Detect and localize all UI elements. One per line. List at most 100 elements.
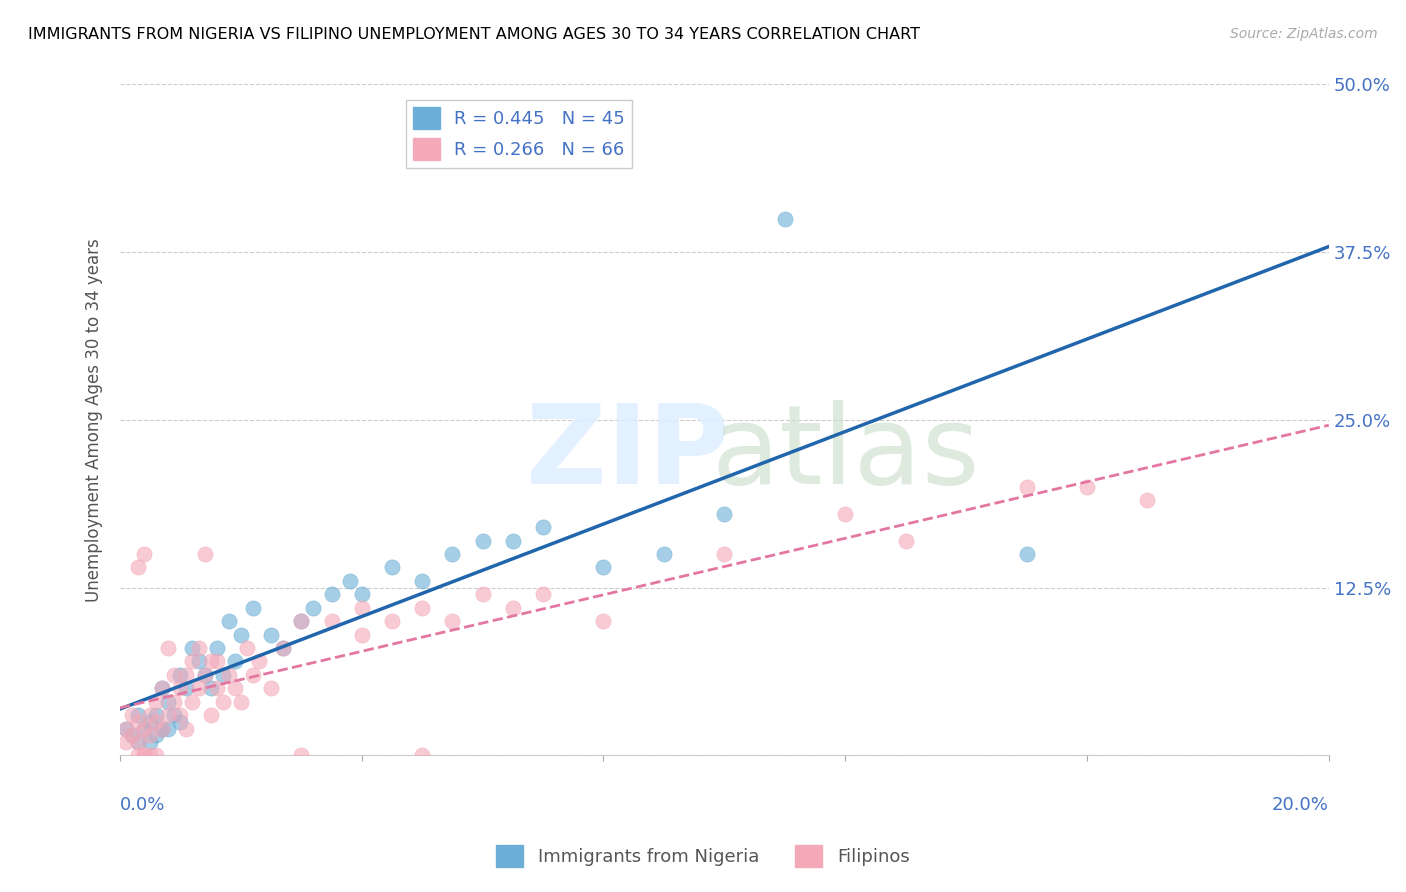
Point [115, 722, 138, 736]
Point [1136, 493, 1159, 508]
Point [441, 547, 464, 561]
Point [290, 614, 312, 628]
Text: IMMIGRANTS FROM NIGERIA VS FILIPINO UNEMPLOYMENT AMONG AGES 30 TO 34 YEARS CORRE: IMMIGRANTS FROM NIGERIA VS FILIPINO UNEM… [28, 27, 920, 42]
Point [127, 714, 149, 729]
Point [350, 587, 373, 601]
Point [502, 600, 524, 615]
Point [115, 722, 138, 736]
Point [218, 614, 240, 628]
Point [176, 668, 198, 682]
Point [194, 668, 217, 682]
Point [157, 708, 180, 723]
Point [169, 681, 191, 696]
Point [229, 695, 252, 709]
Point [205, 681, 228, 696]
Point [200, 708, 222, 723]
Point [163, 695, 186, 709]
Point [169, 714, 191, 729]
Point [139, 735, 162, 749]
Point [200, 655, 222, 669]
Point [145, 748, 167, 763]
Point [471, 533, 494, 548]
Point [242, 600, 264, 615]
Point [163, 708, 186, 723]
Point [157, 695, 180, 709]
Point [834, 507, 856, 521]
Point [127, 735, 149, 749]
Point [652, 547, 675, 561]
Point [139, 728, 162, 742]
Point [176, 722, 198, 736]
Point [169, 668, 191, 682]
Point [271, 640, 294, 655]
Point [150, 722, 173, 736]
Legend: Immigrants from Nigeria, Filipinos: Immigrants from Nigeria, Filipinos [489, 838, 917, 874]
Point [350, 600, 373, 615]
Point [127, 735, 149, 749]
Point [236, 640, 259, 655]
Point [181, 695, 204, 709]
Point [271, 640, 294, 655]
Point [194, 547, 217, 561]
Point [339, 574, 361, 588]
Point [205, 640, 228, 655]
Text: ZIP: ZIP [526, 400, 730, 507]
Point [139, 708, 162, 723]
Point [381, 614, 404, 628]
Point [894, 533, 917, 548]
Point [592, 560, 614, 574]
Point [441, 614, 464, 628]
Point [350, 627, 373, 641]
Point [134, 748, 156, 763]
Point [242, 668, 264, 682]
Point [713, 547, 735, 561]
Point [187, 681, 209, 696]
Point [229, 627, 252, 641]
Point [134, 722, 156, 736]
Text: Source: ZipAtlas.com: Source: ZipAtlas.com [1230, 27, 1378, 41]
Text: 20.0%: 20.0% [1272, 796, 1329, 814]
Point [187, 640, 209, 655]
Point [145, 708, 167, 723]
Point [145, 728, 167, 742]
Point [321, 614, 343, 628]
Point [302, 600, 325, 615]
Point [127, 708, 149, 723]
Point [381, 560, 404, 574]
Point [181, 640, 204, 655]
Point [163, 668, 186, 682]
Point [205, 655, 228, 669]
Point [247, 655, 270, 669]
Point [531, 520, 554, 534]
Point [290, 614, 312, 628]
Point [187, 655, 209, 669]
Point [176, 681, 198, 696]
Point [211, 668, 233, 682]
Point [157, 640, 180, 655]
Point [150, 722, 173, 736]
Point [150, 681, 173, 696]
Point [211, 695, 233, 709]
Y-axis label: Unemployment Among Ages 30 to 34 years: Unemployment Among Ages 30 to 34 years [86, 238, 103, 602]
Point [157, 722, 180, 736]
Point [471, 587, 494, 601]
Point [224, 655, 246, 669]
Legend: R = 0.445   N = 45, R = 0.266   N = 66: R = 0.445 N = 45, R = 0.266 N = 66 [405, 100, 633, 168]
Point [139, 714, 162, 729]
Point [121, 728, 143, 742]
Point [713, 507, 735, 521]
Point [150, 681, 173, 696]
Point [127, 748, 149, 763]
Point [218, 668, 240, 682]
Point [145, 695, 167, 709]
Point [194, 668, 217, 682]
Point [139, 748, 162, 763]
Text: atlas: atlas [711, 400, 980, 507]
Point [127, 560, 149, 574]
Point [411, 748, 433, 763]
Point [531, 587, 554, 601]
Point [134, 547, 156, 561]
Point [1015, 480, 1038, 494]
Point [411, 574, 433, 588]
Point [134, 748, 156, 763]
